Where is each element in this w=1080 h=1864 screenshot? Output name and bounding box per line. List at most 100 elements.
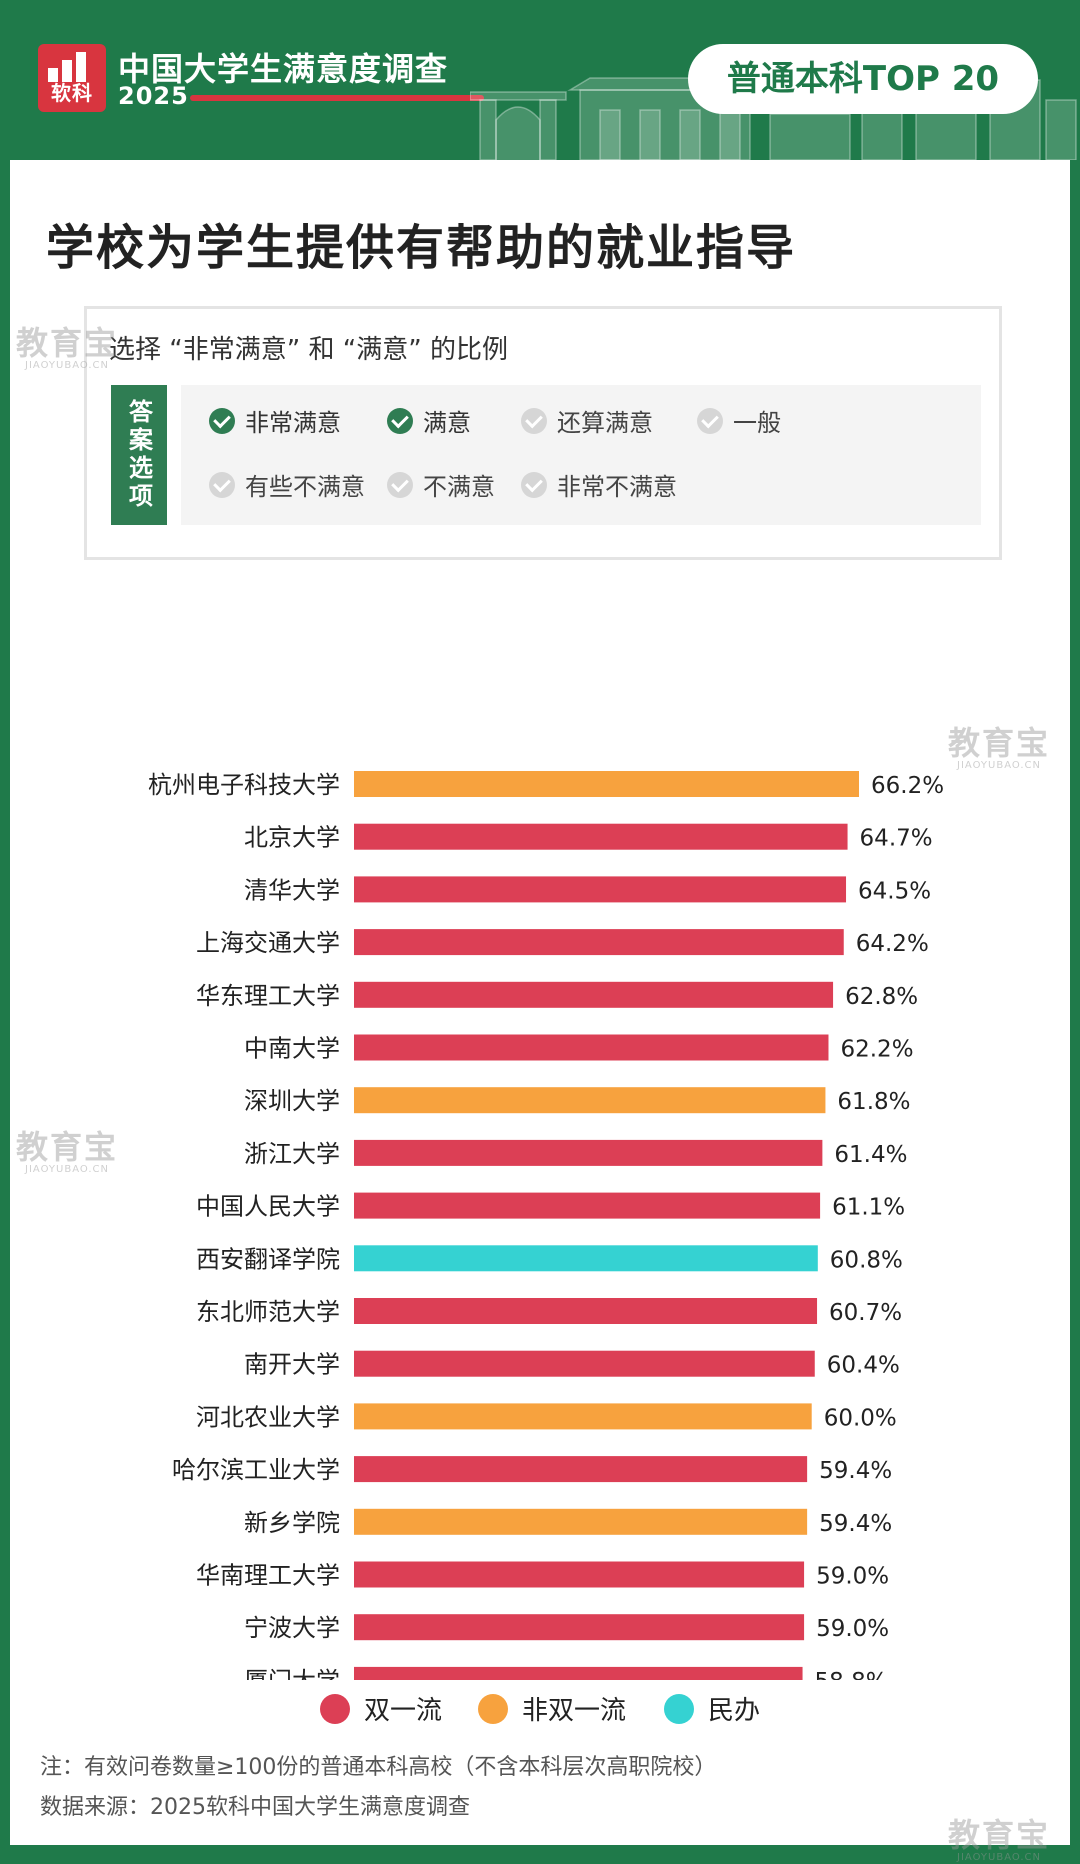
- value-label: 64.2%: [856, 931, 929, 957]
- check-icon: [209, 407, 235, 434]
- bar: [354, 1508, 808, 1535]
- option-somewhat-dissatisfied: 有些不满意: [209, 467, 365, 502]
- answer-options-list: 非常满意 满意 还算满意 一般 有些不满意: [181, 385, 981, 525]
- category-label: 宁波大学: [244, 1614, 340, 1642]
- option-neutral: 一般: [697, 403, 781, 438]
- option-label: 不满意: [423, 473, 495, 501]
- category-label: 中国人民大学: [196, 1193, 340, 1221]
- category-label: 杭州电子科技大学: [148, 771, 340, 799]
- content-card: 学校为学生提供有帮助的就业指导 选择 “非常满意” 和 “满意” 的比例 答案选…: [10, 160, 1070, 1845]
- legend-label: 双一流: [364, 1696, 443, 1726]
- bar: [354, 1034, 829, 1061]
- chart-legend: 双一流 非双一流 民办: [10, 1690, 1070, 1730]
- check-icon: [209, 471, 235, 498]
- bar-chart: 杭州电子科技大学 66.2% 北京大学 64.7% 清华大学 64.5% 上海交通大学 64.…: [148, 771, 944, 1680]
- bar: [354, 771, 859, 797]
- value-label: 58.8%: [815, 1669, 888, 1680]
- category-label: 华东理工大学: [196, 982, 340, 1010]
- brand-title: 中国大学生满意度调查: [118, 50, 449, 88]
- value-label: 59.0%: [816, 1564, 889, 1590]
- option-label: 非常满意: [245, 409, 341, 437]
- check-icon: [521, 471, 547, 498]
- watermark: 教育宝 JIAOYUBAO.CN: [16, 1128, 119, 1175]
- value-label: 60.7%: [829, 1300, 902, 1326]
- value-label: 60.0%: [824, 1405, 897, 1431]
- bar: [354, 1666, 803, 1680]
- value-label: 66.2%: [871, 773, 944, 799]
- bar: [354, 876, 847, 903]
- category-label: 新乡学院: [244, 1509, 340, 1537]
- bar: [354, 1350, 815, 1377]
- value-label: 61.1%: [832, 1195, 905, 1221]
- answer-question: 选择 “非常满意” 和 “满意” 的比例: [109, 335, 508, 365]
- category-label: 深圳大学: [244, 1087, 340, 1115]
- option-fairly-satisfied: 还算满意: [521, 403, 653, 438]
- value-label: 62.8%: [845, 984, 918, 1010]
- option-dissatisfied: 不满意: [387, 467, 495, 502]
- check-icon: [521, 407, 547, 434]
- legend-dot: [320, 1693, 350, 1724]
- check-icon: [387, 471, 413, 498]
- category-label: 厦门大学: [244, 1667, 340, 1680]
- bar: [354, 1403, 812, 1430]
- category-label: 上海交通大学: [196, 929, 340, 957]
- value-label: 64.7%: [860, 826, 933, 852]
- value-label: 61.8%: [837, 1089, 910, 1115]
- value-label: 60.8%: [830, 1247, 903, 1273]
- legend-item-private: 民办: [664, 1690, 760, 1727]
- option-very-satisfied: 非常满意: [209, 403, 341, 438]
- bar: [354, 1456, 808, 1483]
- category-label: 中南大学: [244, 1035, 340, 1063]
- category-label: 华南理工大学: [196, 1562, 340, 1590]
- category-label: 浙江大学: [244, 1140, 340, 1168]
- bar: [354, 1139, 823, 1166]
- bar: [354, 823, 848, 850]
- brand-underline: [190, 95, 484, 101]
- bar: [354, 1614, 805, 1641]
- brand-year: 2025: [118, 82, 189, 110]
- option-label: 非常不满意: [557, 473, 677, 501]
- option-label: 一般: [733, 409, 781, 437]
- footnote-note: 注：有效问卷数量≥100份的普通本科高校（不含本科层次高职院校）: [40, 1755, 717, 1780]
- bar: [354, 1561, 805, 1588]
- answer-options-tag: 答案选项: [111, 385, 167, 525]
- check-icon: [387, 407, 413, 434]
- option-label: 还算满意: [557, 409, 653, 437]
- watermark: 教育宝 JIAOYUBAO.CN: [16, 324, 119, 371]
- bar: [354, 1298, 818, 1324]
- page-title: 学校为学生提供有帮助的就业指导: [46, 220, 797, 276]
- option-label: 有些不满意: [245, 473, 365, 501]
- value-label: 59.4%: [819, 1458, 892, 1484]
- legend-item-double-first-class: 双一流: [320, 1690, 442, 1727]
- value-label: 61.4%: [834, 1142, 907, 1168]
- brand-logo: 软科: [38, 44, 106, 112]
- watermark: 教育宝 JIAOYUBAO.CN: [948, 1816, 1051, 1863]
- value-label: 60.4%: [827, 1353, 900, 1379]
- top20-badge: 普通本科TOP 20: [688, 44, 1038, 114]
- bar-chart-icon: [46, 52, 98, 82]
- watermark: 教育宝 JIAOYUBAO.CN: [948, 724, 1051, 771]
- option-satisfied: 满意: [387, 403, 471, 438]
- footnote-source: 数据来源：2025软科中国大学生满意度调查: [40, 1795, 470, 1820]
- category-label: 北京大学: [244, 824, 340, 852]
- bar: [354, 1245, 818, 1272]
- category-label: 河北农业大学: [196, 1403, 340, 1431]
- bar: [354, 981, 834, 1008]
- category-label: 清华大学: [244, 876, 340, 904]
- category-label: 东北师范大学: [196, 1298, 340, 1326]
- legend-label: 非双一流: [522, 1696, 627, 1726]
- category-label: 哈尔滨工业大学: [172, 1456, 340, 1484]
- answer-options-box: 选择 “非常满意” 和 “满意” 的比例 答案选项 非常满意 满意 还算满意 一: [84, 306, 1002, 560]
- legend-dot: [478, 1693, 508, 1724]
- footnotes: 注：有效问卷数量≥100份的普通本科高校（不含本科层次高职院校） 数据来源：20…: [40, 1748, 716, 1828]
- option-label: 满意: [423, 409, 471, 437]
- header-banner: 软科 中国大学生满意度调查 2025: [0, 0, 1080, 160]
- value-label: 59.4%: [819, 1511, 892, 1537]
- option-very-dissatisfied: 非常不满意: [521, 467, 677, 502]
- logo-text: 软科: [51, 81, 93, 105]
- legend-dot: [664, 1693, 694, 1724]
- category-label: 西安翻译学院: [196, 1245, 340, 1273]
- bar: [354, 1087, 826, 1114]
- legend-item-non-double-first-class: 非双一流: [478, 1690, 626, 1727]
